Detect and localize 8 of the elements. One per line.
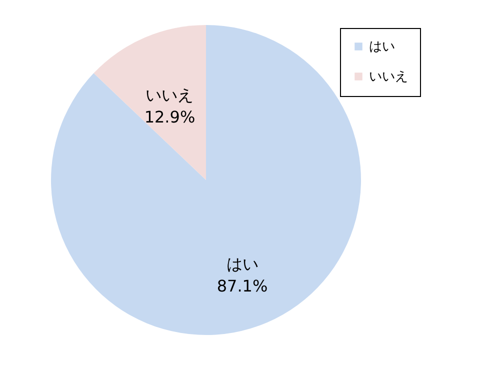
slice-label: はい bbox=[226, 254, 258, 274]
slice-label: いいえ bbox=[146, 85, 194, 104]
data-label: 87.1% bbox=[216, 276, 268, 296]
data-label: 12.9% bbox=[144, 107, 196, 126]
legend-label: はい bbox=[369, 40, 395, 54]
pie-slice bbox=[51, 25, 361, 335]
pie-slice bbox=[94, 25, 206, 180]
legend-label: いいえ bbox=[369, 70, 408, 84]
